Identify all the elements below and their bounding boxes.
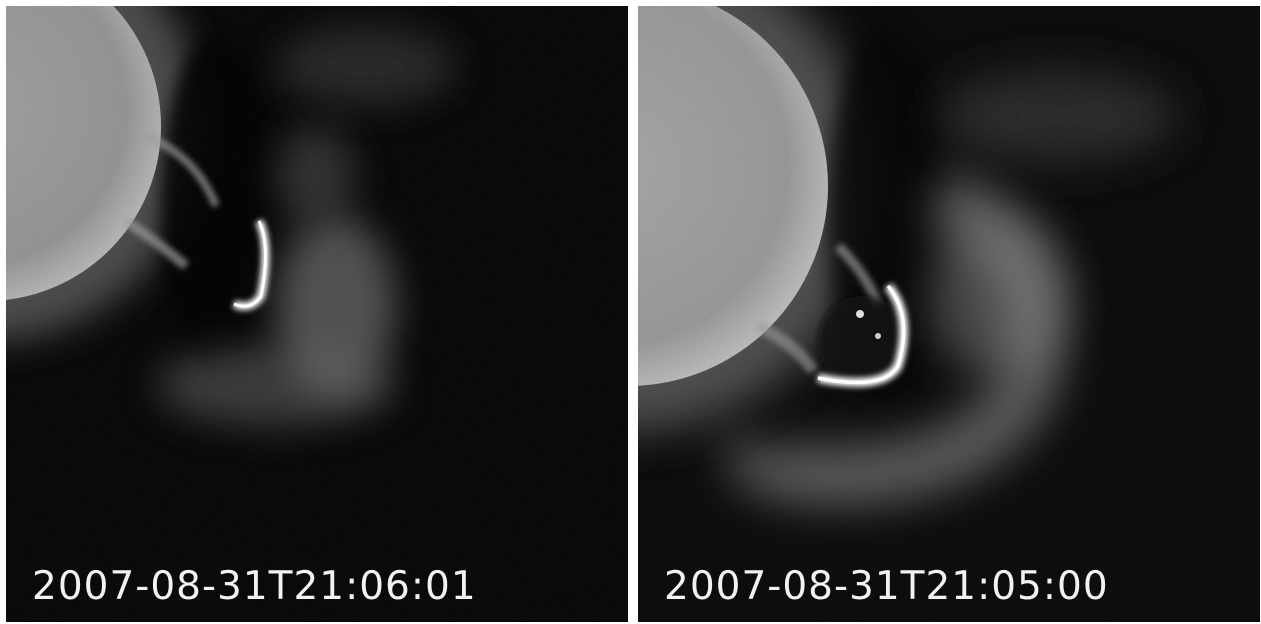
- solar-image-right: 2007-08-31T21:05:00: [638, 6, 1260, 622]
- timestamp-label-right: 2007-08-31T21:05:00: [664, 564, 1109, 609]
- solar-eruption-right-graphic: [638, 6, 1260, 622]
- solar-image-left: 2007-08-31T21:06:01: [6, 6, 628, 622]
- timestamp-label-left: 2007-08-31T21:06:01: [32, 564, 477, 609]
- solar-eruption-left-graphic: [6, 6, 628, 622]
